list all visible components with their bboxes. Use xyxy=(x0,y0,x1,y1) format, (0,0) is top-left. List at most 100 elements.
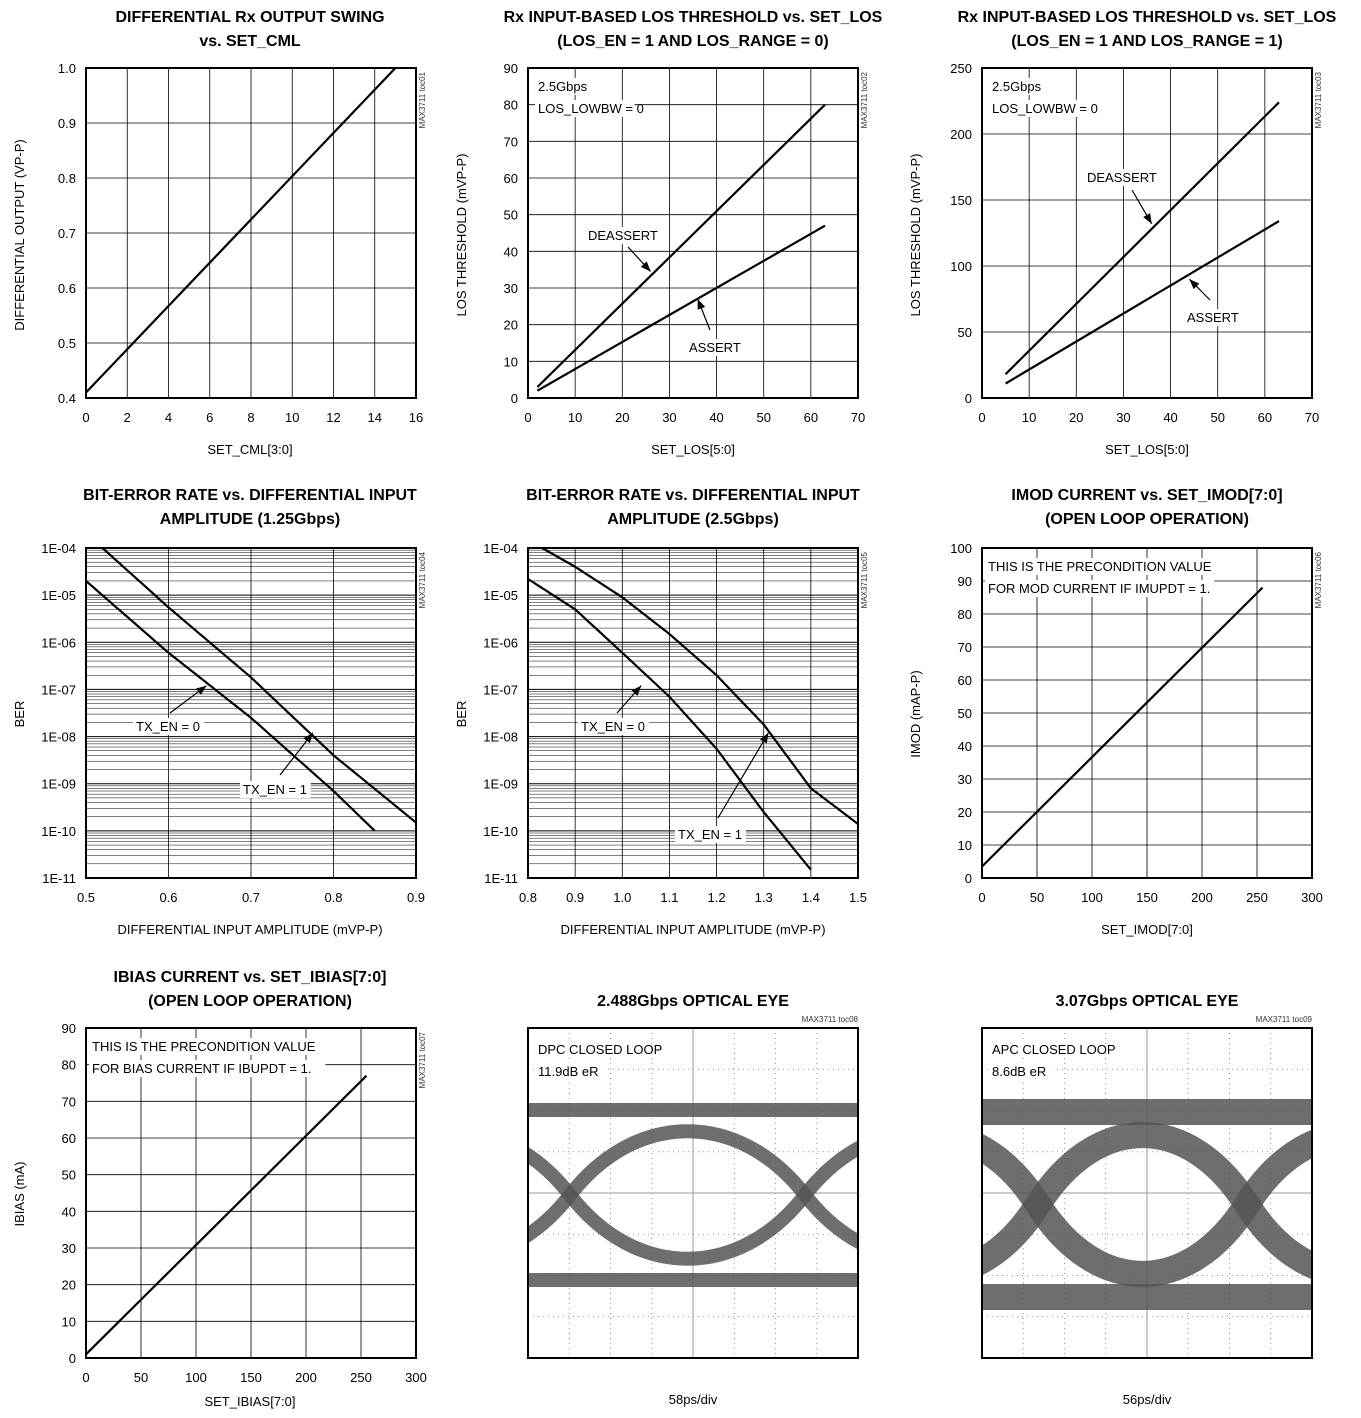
figure-id-label: MAX3711 toc03 xyxy=(1314,71,1323,128)
y-tick-label: 50 xyxy=(958,706,972,721)
x-tick-label: 30 xyxy=(1116,410,1130,425)
x-tick-label: 70 xyxy=(851,410,865,425)
eye-trace xyxy=(1027,1122,1258,1212)
x-tick-label: 0.7 xyxy=(242,890,260,905)
chart-title-line: vs. SET_CML xyxy=(199,33,301,50)
x-tick-label: 0.6 xyxy=(159,890,177,905)
chart-title-line: IMOD CURRENT vs. SET_IMOD[7:0] xyxy=(1011,487,1282,504)
y-tick-label: 100 xyxy=(950,259,972,274)
y-tick-label: 70 xyxy=(504,134,518,149)
chart-title-line: (LOS_EN = 1 AND LOS_RANGE = 1) xyxy=(1011,33,1282,50)
chart-toc03: Rx INPUT-BASED LOS THRESHOLD vs. SET_LOS… xyxy=(908,9,1337,457)
x-axis-label: DIFFERENTIAL INPUT AMPLITUDE (mVP-P) xyxy=(117,922,382,937)
annotation-background xyxy=(535,100,635,117)
annotation-background xyxy=(585,227,649,244)
x-tick-label: 50 xyxy=(134,1370,148,1385)
x-axis-label: SET_CML[3:0] xyxy=(207,442,292,457)
x-tick-label: 1.1 xyxy=(660,890,678,905)
chart-title-line: IBIAS CURRENT vs. SET_IBIAS[7:0] xyxy=(114,969,387,986)
series-line-0 xyxy=(981,586,1264,868)
x-tick-label: 10 xyxy=(568,410,582,425)
y-tick-label: 0.8 xyxy=(58,171,76,186)
y-tick-label: 1E-05 xyxy=(483,588,518,603)
annotation-text: 11.9dB eR xyxy=(538,1064,598,1079)
x-tick-label: 6 xyxy=(206,410,213,425)
x-axis-label: 56ps/div xyxy=(1123,1392,1172,1407)
plot-frame xyxy=(85,67,417,399)
eye-trace xyxy=(799,1190,858,1250)
annotation-text: LOS_LOWBW = 0 xyxy=(992,101,1098,116)
eye-trace xyxy=(528,1190,576,1244)
y-tick-label: 90 xyxy=(504,61,518,76)
x-tick-label: 200 xyxy=(295,1370,317,1385)
x-tick-label: 250 xyxy=(1246,890,1268,905)
x-tick-label: 50 xyxy=(1030,890,1044,905)
chart-title-line: DIFFERENTIAL Rx OUTPUT SWING xyxy=(115,9,384,26)
annotation-background xyxy=(985,580,1215,597)
callout-arrow-head xyxy=(303,732,313,744)
y-tick-label: 90 xyxy=(958,574,972,589)
annotation-text: 2.5Gbps xyxy=(538,79,588,94)
x-tick-label: 0 xyxy=(82,410,89,425)
x-tick-label: 0.8 xyxy=(324,890,342,905)
y-tick-label: 40 xyxy=(504,244,518,259)
x-tick-label: 4 xyxy=(165,410,172,425)
annotation-text: ASSERT xyxy=(689,340,741,355)
x-axis-label: SET_IBIAS[7:0] xyxy=(204,1394,295,1409)
annotation-background xyxy=(985,558,1207,575)
x-tick-label: 0.9 xyxy=(566,890,584,905)
y-tick-label: 1E-08 xyxy=(483,730,518,745)
eye-bottom-rail xyxy=(528,1273,858,1287)
x-tick-label: 0 xyxy=(978,890,985,905)
annotation-text: DPC CLOSED LOOP xyxy=(538,1042,662,1057)
series-line-0 xyxy=(85,67,397,394)
y-tick-label: 10 xyxy=(958,838,972,853)
y-tick-label: 1E-08 xyxy=(41,730,76,745)
annotation-text: LOS_LOWBW = 0 xyxy=(538,101,644,116)
y-tick-label: 70 xyxy=(958,640,972,655)
annotation-background xyxy=(989,1063,1053,1080)
x-tick-label: 50 xyxy=(756,410,770,425)
y-tick-label: 1E-07 xyxy=(41,682,76,697)
annotation-text: DEASSERT xyxy=(1087,170,1157,185)
x-tick-label: 300 xyxy=(1301,890,1323,905)
y-tick-label: 30 xyxy=(504,281,518,296)
y-tick-label: 1E-10 xyxy=(483,824,518,839)
eye-traces xyxy=(982,1099,1312,1310)
callout-arrow-line xyxy=(717,732,769,819)
annotation-background xyxy=(89,1038,311,1055)
callout-arrow-head xyxy=(640,261,651,272)
series-line-tx-en-0 xyxy=(527,578,812,871)
annotation-background xyxy=(240,781,311,798)
figure-id-label: MAX3711 toc05 xyxy=(860,551,869,608)
x-tick-label: 8 xyxy=(247,410,254,425)
chart-toc02: Rx INPUT-BASED LOS THRESHOLD vs. SET_LOS… xyxy=(454,9,883,457)
series-line-assert xyxy=(1005,220,1280,385)
y-tick-label: 1E-06 xyxy=(483,635,518,650)
x-tick-label: 0.8 xyxy=(519,890,537,905)
y-tick-label: 50 xyxy=(958,325,972,340)
y-tick-label: 1E-06 xyxy=(41,635,76,650)
y-tick-label: 1E-04 xyxy=(41,541,76,556)
annotation-text: TX_EN = 0 xyxy=(581,719,645,734)
figure-id-label: MAX3711 toc07 xyxy=(418,1031,427,1088)
y-tick-label: 1E-09 xyxy=(483,777,518,792)
plot-frame xyxy=(85,547,417,879)
x-tick-label: 40 xyxy=(709,410,723,425)
annotation-background xyxy=(989,78,1046,95)
y-tick-label: 0.5 xyxy=(58,336,76,351)
x-tick-label: 14 xyxy=(368,410,382,425)
annotation-background xyxy=(1184,309,1234,326)
chart-title-line: BIT-ERROR RATE vs. DIFFERENTIAL INPUT xyxy=(526,487,860,504)
annotation-background xyxy=(989,100,1089,117)
x-tick-label: 250 xyxy=(350,1370,372,1385)
x-axis-label: DIFFERENTIAL INPUT AMPLITUDE (mVP-P) xyxy=(560,922,825,937)
x-axis-label: SET_LOS[5:0] xyxy=(1105,442,1189,457)
x-tick-label: 60 xyxy=(804,410,818,425)
figure-id-label: MAX3711 toc01 xyxy=(418,71,427,128)
x-tick-label: 200 xyxy=(1191,890,1213,905)
plot-frame xyxy=(981,1027,1313,1359)
x-tick-label: 0.5 xyxy=(77,890,95,905)
callout-arrow-head xyxy=(631,685,642,696)
figure-id-label: MAX3711 toc04 xyxy=(418,551,427,608)
